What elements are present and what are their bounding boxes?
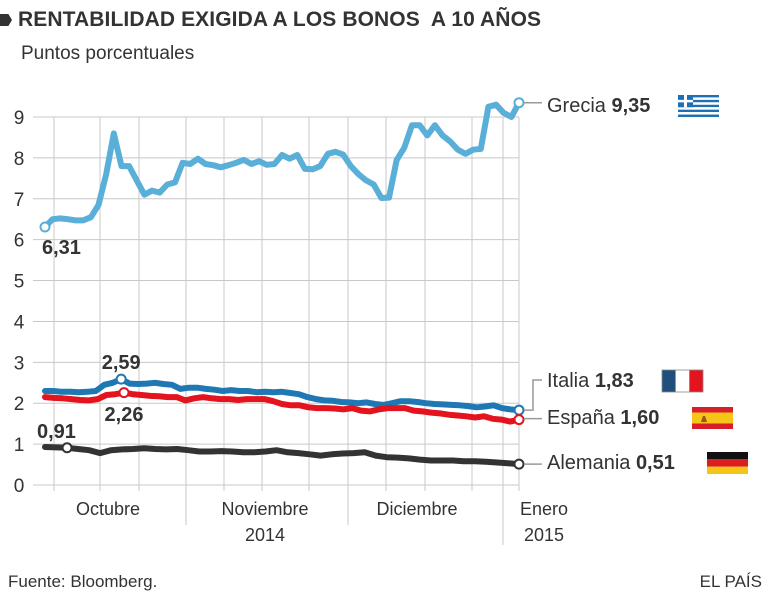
brand-logo: EL PAÍS <box>699 572 762 591</box>
spain-end-marker <box>513 414 525 426</box>
series-line-grecia <box>42 99 522 230</box>
spain-flag-icon <box>692 407 733 429</box>
italy-end-marker <box>513 404 525 416</box>
greece-flag-icon <box>678 95 719 117</box>
flag-band <box>707 466 748 474</box>
legend-country-value: 9,35 <box>611 95 650 117</box>
legend-country-value: 0,51 <box>636 452 675 474</box>
y-tick-label: 4 <box>14 312 25 333</box>
legend-country-value: 1,83 <box>595 370 634 392</box>
legend-label-italia: Italia 1,83 <box>547 370 634 392</box>
legend-label-españa: España 1,60 <box>547 407 659 429</box>
x-month-label: Diciembre <box>376 499 457 519</box>
legend: Grecia 9,35 Italia 1,83 España 1,60 Alemani… <box>524 95 748 474</box>
greece-start-label: 6,31 <box>42 237 81 259</box>
y-tick-label: 5 <box>14 272 25 293</box>
flag-stripe <box>678 102 719 105</box>
germany-start-marker <box>61 442 73 454</box>
flag-cross <box>678 99 693 103</box>
flag-stripe <box>678 95 719 98</box>
x-axis: Octubre Noviembre 2014 Diciembre Enero 2015 <box>76 499 568 545</box>
flag-stripe <box>678 99 719 103</box>
flag-stripe <box>678 107 719 110</box>
flag-stripe <box>678 114 719 117</box>
flag-band <box>692 412 733 424</box>
spain-max-marker <box>118 387 130 399</box>
y-tick-label: 0 <box>14 476 25 497</box>
greece-end-marker <box>513 97 525 109</box>
flag-border <box>661 369 704 393</box>
chart-subtitle: Puntos porcentuales <box>21 43 195 64</box>
series-line-alemania <box>42 444 522 468</box>
annotations: 6,31 2,59 2,26 0,91 <box>37 97 525 470</box>
flag-stripe <box>678 112 719 115</box>
x-year-label: 2014 <box>245 525 285 545</box>
flag-band <box>692 407 733 413</box>
y-tick-label: 3 <box>14 353 25 374</box>
legend-country-name: España <box>547 407 620 429</box>
chart-header: RENTABILIDAD EXIGIDA A LOS BONOS A 10 AÑ… <box>0 8 541 32</box>
legend-label-alemania: Alemania 0,51 <box>547 452 675 474</box>
italy-leader-line <box>524 379 542 411</box>
flag-band <box>689 370 703 392</box>
y-tick-label: 8 <box>14 149 25 170</box>
flag-band <box>707 452 748 460</box>
italy-flag-icon <box>661 369 704 393</box>
legend-label-grecia: Grecia 9,35 <box>547 95 650 117</box>
legend-country-name: Italia <box>547 370 595 392</box>
greece-start-marker <box>39 221 51 233</box>
x-year-label: 2015 <box>524 525 564 545</box>
y-axis: 0 1 2 3 4 5 6 7 8 9 <box>14 108 25 497</box>
spain-annot-label: 2,26 <box>105 404 144 426</box>
y-tick-label: 6 <box>14 231 25 252</box>
germany-flag-icon <box>707 452 748 474</box>
title-bullet-icon <box>0 14 12 26</box>
italy-max-marker <box>115 373 127 385</box>
germany-end-marker <box>513 458 525 470</box>
legend-country-name: Alemania <box>547 452 636 474</box>
x-month-label: Enero <box>520 499 568 519</box>
legend-country-name: Grecia <box>547 95 611 117</box>
source-note: Fuente: Bloomberg. <box>8 572 158 591</box>
flag-band <box>707 459 748 467</box>
x-month-label: Noviembre <box>221 499 308 519</box>
x-month-label: Octubre <box>76 499 140 519</box>
flag-stripe <box>678 104 719 108</box>
y-tick-label: 7 <box>14 190 25 211</box>
italy-annot-label: 2,59 <box>102 352 141 374</box>
flag-coat-of-arms <box>701 416 707 422</box>
flag-stripe <box>678 97 719 100</box>
flag-band <box>692 423 733 429</box>
flag-band <box>675 370 690 392</box>
chart-title: RENTABILIDAD EXIGIDA A LOS BONOS A 10 AÑ… <box>18 8 542 31</box>
y-tick-label: 2 <box>14 394 25 415</box>
legend-country-value: 1,60 <box>620 407 659 429</box>
y-tick-label: 1 <box>14 435 25 456</box>
flag-stripe <box>678 109 719 113</box>
y-tick-label: 9 <box>14 108 25 129</box>
germany-start-label: 0,91 <box>37 421 76 443</box>
flag-band <box>662 370 676 392</box>
